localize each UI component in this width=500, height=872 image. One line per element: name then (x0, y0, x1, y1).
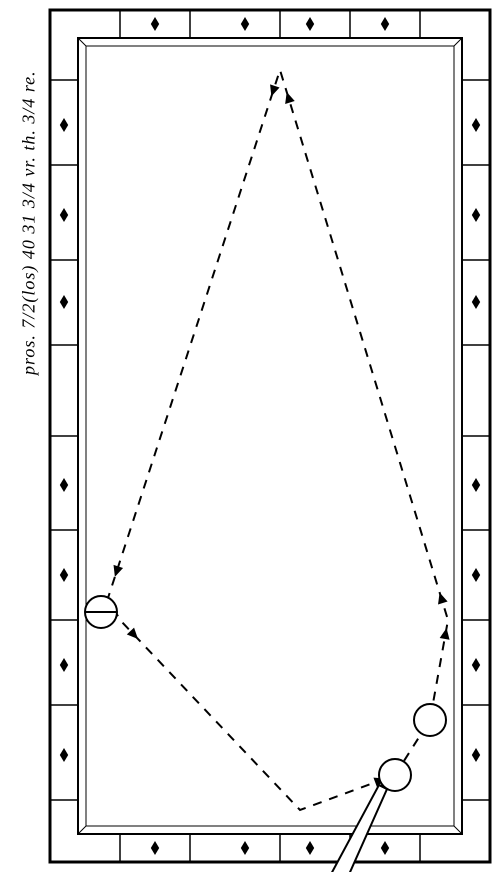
billiard-diagram (0, 0, 500, 872)
rail-diamond (241, 17, 249, 31)
rail-diamond (472, 478, 480, 492)
rail-diamond (60, 295, 68, 309)
rail-diamond (60, 478, 68, 492)
rail-diamond (472, 208, 480, 222)
path-arrow (110, 565, 123, 579)
path-arrow (282, 91, 295, 104)
rail-diamond (306, 17, 314, 31)
path-arrow (435, 591, 448, 604)
rail-diamond (60, 658, 68, 672)
rail-diamond (472, 118, 480, 132)
rail-diamond (381, 17, 389, 31)
rail-diamond (60, 118, 68, 132)
rail-diamond (241, 841, 249, 855)
cue-stick (322, 783, 391, 872)
object-ball (414, 704, 446, 736)
rail-diamond (60, 748, 68, 762)
caption-text: pros. 7/2(los) 40 31 3/4 vr. th. 3/4 re. (14, 0, 44, 872)
rail-diamond (306, 841, 314, 855)
rail-diamond (151, 17, 159, 31)
rail-diamond (151, 841, 159, 855)
rail-diamond (60, 568, 68, 582)
rail-diamond (472, 568, 480, 582)
rail-diamond (60, 208, 68, 222)
rail-diamond (472, 658, 480, 672)
cue-ball (379, 759, 411, 791)
path-arrow (267, 84, 280, 98)
rail-diamond (381, 841, 389, 855)
rail-diamond (472, 295, 480, 309)
rail-diamond (472, 748, 480, 762)
ball-path (108, 70, 448, 810)
inner-cushion (78, 38, 462, 834)
